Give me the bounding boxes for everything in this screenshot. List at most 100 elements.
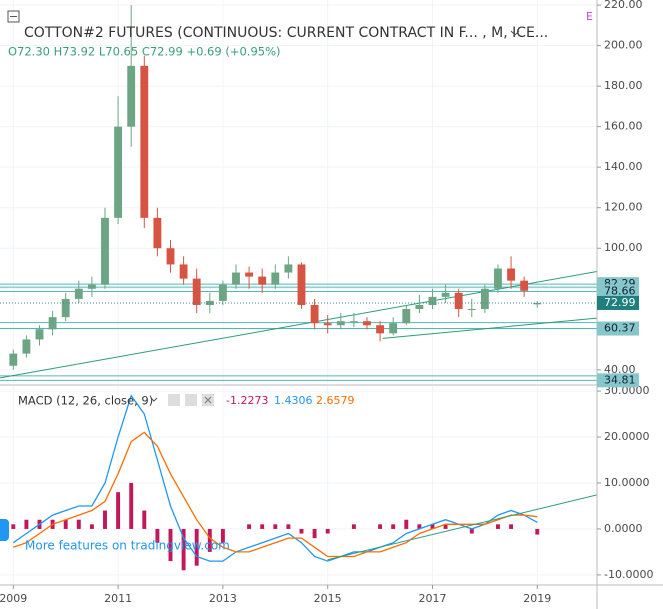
x-tick-label: 2019 — [523, 592, 551, 605]
y-tick-label: 20.0000 — [604, 430, 650, 443]
price-pane — [0, 0, 597, 384]
candle-body — [323, 323, 332, 326]
histogram-bar — [351, 524, 356, 529]
x-tick-label: 2017 — [418, 592, 446, 605]
trend-line — [382, 317, 597, 339]
candle-body — [153, 217, 162, 249]
settings-button[interactable] — [185, 394, 197, 406]
histogram-bar — [417, 524, 422, 529]
candle-body — [284, 264, 293, 273]
trend-line — [327, 494, 597, 561]
candle-body — [205, 300, 214, 305]
macd-line — [12, 394, 538, 562]
candle-body — [336, 321, 345, 326]
histogram-bar — [129, 482, 134, 529]
histogram-bar — [76, 519, 81, 529]
histogram-bar — [103, 510, 107, 529]
candle-body — [232, 272, 240, 285]
y-tick-label: 100.00 — [604, 241, 643, 254]
y-tick-label: 40.00 — [604, 363, 636, 376]
y-tick-label: 0.0000 — [604, 522, 643, 535]
histogram-bar — [378, 524, 383, 529]
histogram-bar — [142, 510, 147, 529]
candle-body — [101, 217, 109, 285]
candle-body — [35, 329, 44, 340]
y-tick-label: 120.00 — [604, 201, 643, 214]
candle-body — [297, 264, 306, 305]
histogram-bar — [312, 528, 317, 539]
candle-body — [74, 288, 83, 299]
candle-body — [114, 126, 123, 218]
candle-body — [61, 298, 70, 318]
price-label-box — [597, 373, 639, 388]
candle-body — [140, 65, 149, 218]
histogram-bar — [155, 528, 160, 543]
histogram-bar — [535, 528, 540, 535]
histogram-bar — [443, 524, 448, 529]
histogram-bar — [430, 524, 435, 529]
y-tick-label: -10.0000 — [604, 568, 653, 581]
signal-value: 2.6579 — [316, 394, 355, 407]
candle-body — [520, 280, 529, 291]
candle-body — [9, 353, 18, 366]
candle-body — [258, 276, 267, 285]
histogram-bar — [24, 519, 29, 529]
x-tick-label: 2009 — [0, 592, 27, 605]
histogram-bar — [469, 528, 474, 534]
x-tick-label: 2011 — [104, 592, 132, 605]
histogram-bar — [247, 524, 252, 529]
candle-body — [166, 248, 175, 265]
macd-chevron[interactable] — [150, 397, 158, 402]
histogram-bar — [404, 519, 409, 529]
histogram-bar — [260, 524, 265, 529]
histogram-value: -1.2273 — [226, 394, 268, 407]
candle-body — [428, 296, 437, 305]
y-tick-label: 220.00 — [604, 0, 643, 11]
candle-body — [218, 284, 227, 301]
histogram-bar — [496, 524, 500, 529]
candle-body — [192, 278, 201, 305]
candle-body — [179, 264, 188, 279]
last-price-box — [597, 295, 639, 310]
macd-value: 1.4306 — [274, 394, 313, 407]
last-price-label: 72.99 — [604, 296, 636, 309]
candle-body — [127, 65, 136, 127]
macd-label: MACD (12, 26, close, 9) — [18, 394, 153, 408]
scroll-marker[interactable] — [0, 519, 9, 541]
title-chevron[interactable] — [510, 30, 520, 36]
histogram-bar — [181, 528, 186, 571]
histogram-bar — [194, 528, 199, 566]
candle-body — [363, 321, 371, 326]
candle-body — [415, 304, 424, 310]
price-label: 34.81 — [604, 373, 636, 386]
candle-body — [271, 272, 280, 285]
candle-body — [441, 292, 450, 297]
candle-body — [454, 292, 463, 310]
y-tick-label: 10.0000 — [604, 476, 650, 489]
histogram-bar — [11, 524, 16, 529]
histogram-bar — [168, 528, 173, 562]
candle-body — [376, 325, 385, 334]
histogram-bar — [325, 528, 330, 534]
candle-body — [480, 288, 489, 310]
flag: E — [586, 10, 593, 23]
histogram-bar — [207, 528, 212, 552]
candle-body — [533, 302, 542, 305]
y-tick-label: 160.00 — [604, 120, 643, 133]
histogram-bar — [220, 528, 225, 543]
symbol-title[interactable]: COTTON#2 FUTURES (CONTINUOUS: CURRENT CO… — [24, 25, 548, 41]
ohlc-values: O72.30 H73.92 L70.65 C72.99 +0.69 (+0.95… — [8, 45, 281, 59]
macd-buttons — [150, 394, 214, 406]
y-tick-label: 200.00 — [604, 39, 643, 52]
candle-body — [22, 339, 31, 354]
candle-body — [494, 268, 502, 289]
macd-line — [13, 431, 538, 558]
candle-body — [507, 268, 516, 281]
candle-body — [245, 272, 254, 277]
histogram-bar — [299, 528, 304, 534]
eye-button[interactable] — [168, 394, 180, 406]
histogram-bar — [273, 524, 278, 529]
watermark[interactable]: More features on tradingview.com — [25, 539, 230, 553]
collapse-button[interactable] — [7, 10, 20, 23]
